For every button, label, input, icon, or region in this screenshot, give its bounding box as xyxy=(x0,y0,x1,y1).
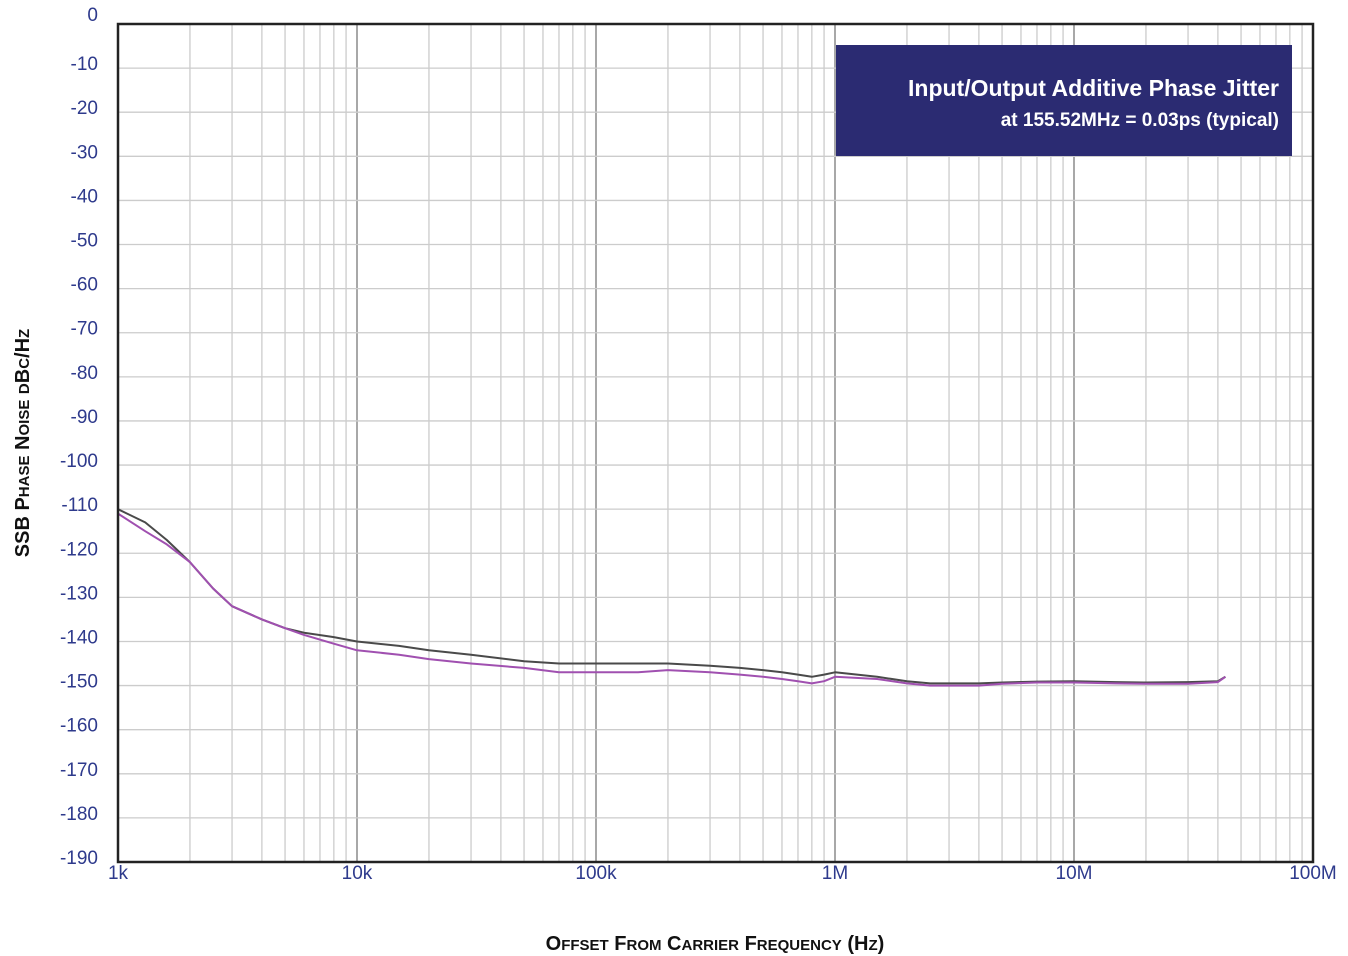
x-tick-labels: 1k 10k 100k 1M 10M 100M xyxy=(108,863,1337,884)
y-axis-label: SSB PHASE NOISE DBC/HZ xyxy=(12,329,34,557)
y-tick-label: -180 xyxy=(60,804,98,825)
series-layer xyxy=(117,508,1226,687)
y-tick-label: -10 xyxy=(71,54,98,75)
grid-layer xyxy=(118,24,1313,862)
annotation-line-2: at 155.52MHz = 0.03ps (typical) xyxy=(1001,110,1279,131)
series-line-2 xyxy=(117,512,1226,687)
x-tick-label: 10M xyxy=(1056,863,1093,884)
y-tick-label: -80 xyxy=(71,363,98,384)
y-tick-labels: 0 -10 -20 -30 -40 -50 -60 -70 -80 -90 -100 -110 -120… xyxy=(60,5,98,869)
plot-frame xyxy=(116,22,1315,864)
y-tick-label: -170 xyxy=(60,760,98,781)
y-tick-label: -20 xyxy=(71,98,98,119)
annotation-background xyxy=(836,45,1292,156)
y-tick-label: -110 xyxy=(61,495,98,516)
x-tick-label: 100M xyxy=(1289,863,1337,884)
y-tick-label: -100 xyxy=(60,451,98,472)
y-tick-label: -70 xyxy=(71,319,98,340)
x-tick-label: 100k xyxy=(575,863,617,884)
x-tick-label: 1M xyxy=(822,863,848,884)
y-tick-label: 0 xyxy=(87,5,98,26)
y-tick-label: -40 xyxy=(71,186,98,207)
y-tick-label: -50 xyxy=(71,231,98,252)
y-tick-label: -90 xyxy=(71,407,98,428)
y-tick-label: -60 xyxy=(71,275,98,296)
x-tick-label: 1k xyxy=(108,863,129,884)
y-tick-label: -150 xyxy=(60,672,98,693)
x-tick-label: 10k xyxy=(342,863,373,884)
y-tick-label: -160 xyxy=(60,716,98,737)
y-tick-label: -120 xyxy=(60,539,98,560)
annotation-line-1: Input/Output Additive Phase Jitter xyxy=(908,75,1279,101)
y-tick-label: -30 xyxy=(71,142,98,163)
x-axis-label: OFFSET FROM CARRIER FREQUENCY (HZ) xyxy=(546,933,885,955)
plot-background xyxy=(118,24,1313,862)
y-tick-label: -190 xyxy=(60,848,98,869)
y-tick-label: -130 xyxy=(60,583,98,604)
y-tick-label: -140 xyxy=(60,627,98,648)
annotation-box: Input/Output Additive Phase Jitter at 15… xyxy=(836,45,1292,156)
